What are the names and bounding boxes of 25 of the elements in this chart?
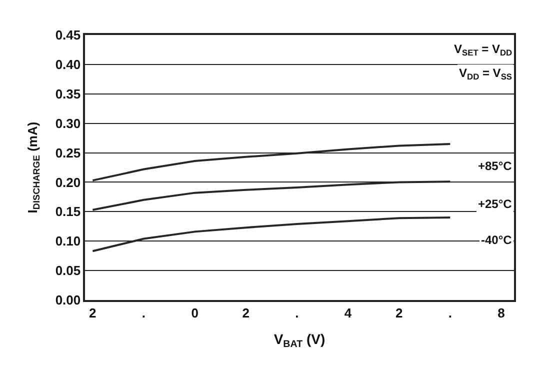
y-tick-label: 0.15 [55, 204, 81, 220]
x-tick-label: . [142, 305, 146, 320]
x-tick-label: 8 [498, 305, 505, 320]
x-tick-label: 2 [395, 305, 403, 320]
x-tick-label: 4 [344, 305, 352, 320]
y-tick-label: 0.00 [55, 292, 81, 308]
y-tick-label: 0.10 [55, 234, 81, 249]
y-tick-label: 0.35 [55, 86, 81, 102]
y-tick-label: 0.45 [55, 28, 81, 43]
x-tick-label: 0 [191, 305, 198, 320]
text: -40°C [481, 233, 512, 247]
y-tick-label: 0.05 [55, 263, 81, 278]
x-tick-label: . [295, 305, 299, 320]
annotation: V$_{SET}$ = V$_{DD}$ [454, 42, 512, 58]
text: +25°C [478, 197, 512, 211]
text: +85°C [478, 159, 512, 173]
x-tick-label: 2 [242, 305, 250, 320]
x-tick-label: 2 [89, 305, 96, 320]
y-tick-label: 0.40 [55, 56, 81, 72]
y-tick-label: 0.20 [55, 174, 81, 190]
y-tick-label: 0.25 [55, 145, 81, 160]
y-tick-label: 0.30 [55, 116, 81, 131]
x-tick-label: . [448, 305, 452, 320]
annotation: V$_{DD}$ = V$_{SS}$ [459, 66, 512, 82]
x-axis-title: V$_{BAT}$ (V) [274, 331, 326, 350]
